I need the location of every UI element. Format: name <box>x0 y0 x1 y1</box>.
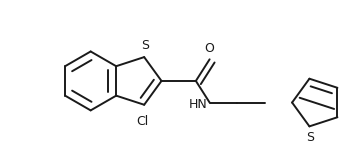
Text: Cl: Cl <box>136 115 148 128</box>
Text: O: O <box>205 42 214 55</box>
Text: S: S <box>306 131 314 144</box>
Text: S: S <box>141 39 149 52</box>
Text: HN: HN <box>189 98 208 111</box>
